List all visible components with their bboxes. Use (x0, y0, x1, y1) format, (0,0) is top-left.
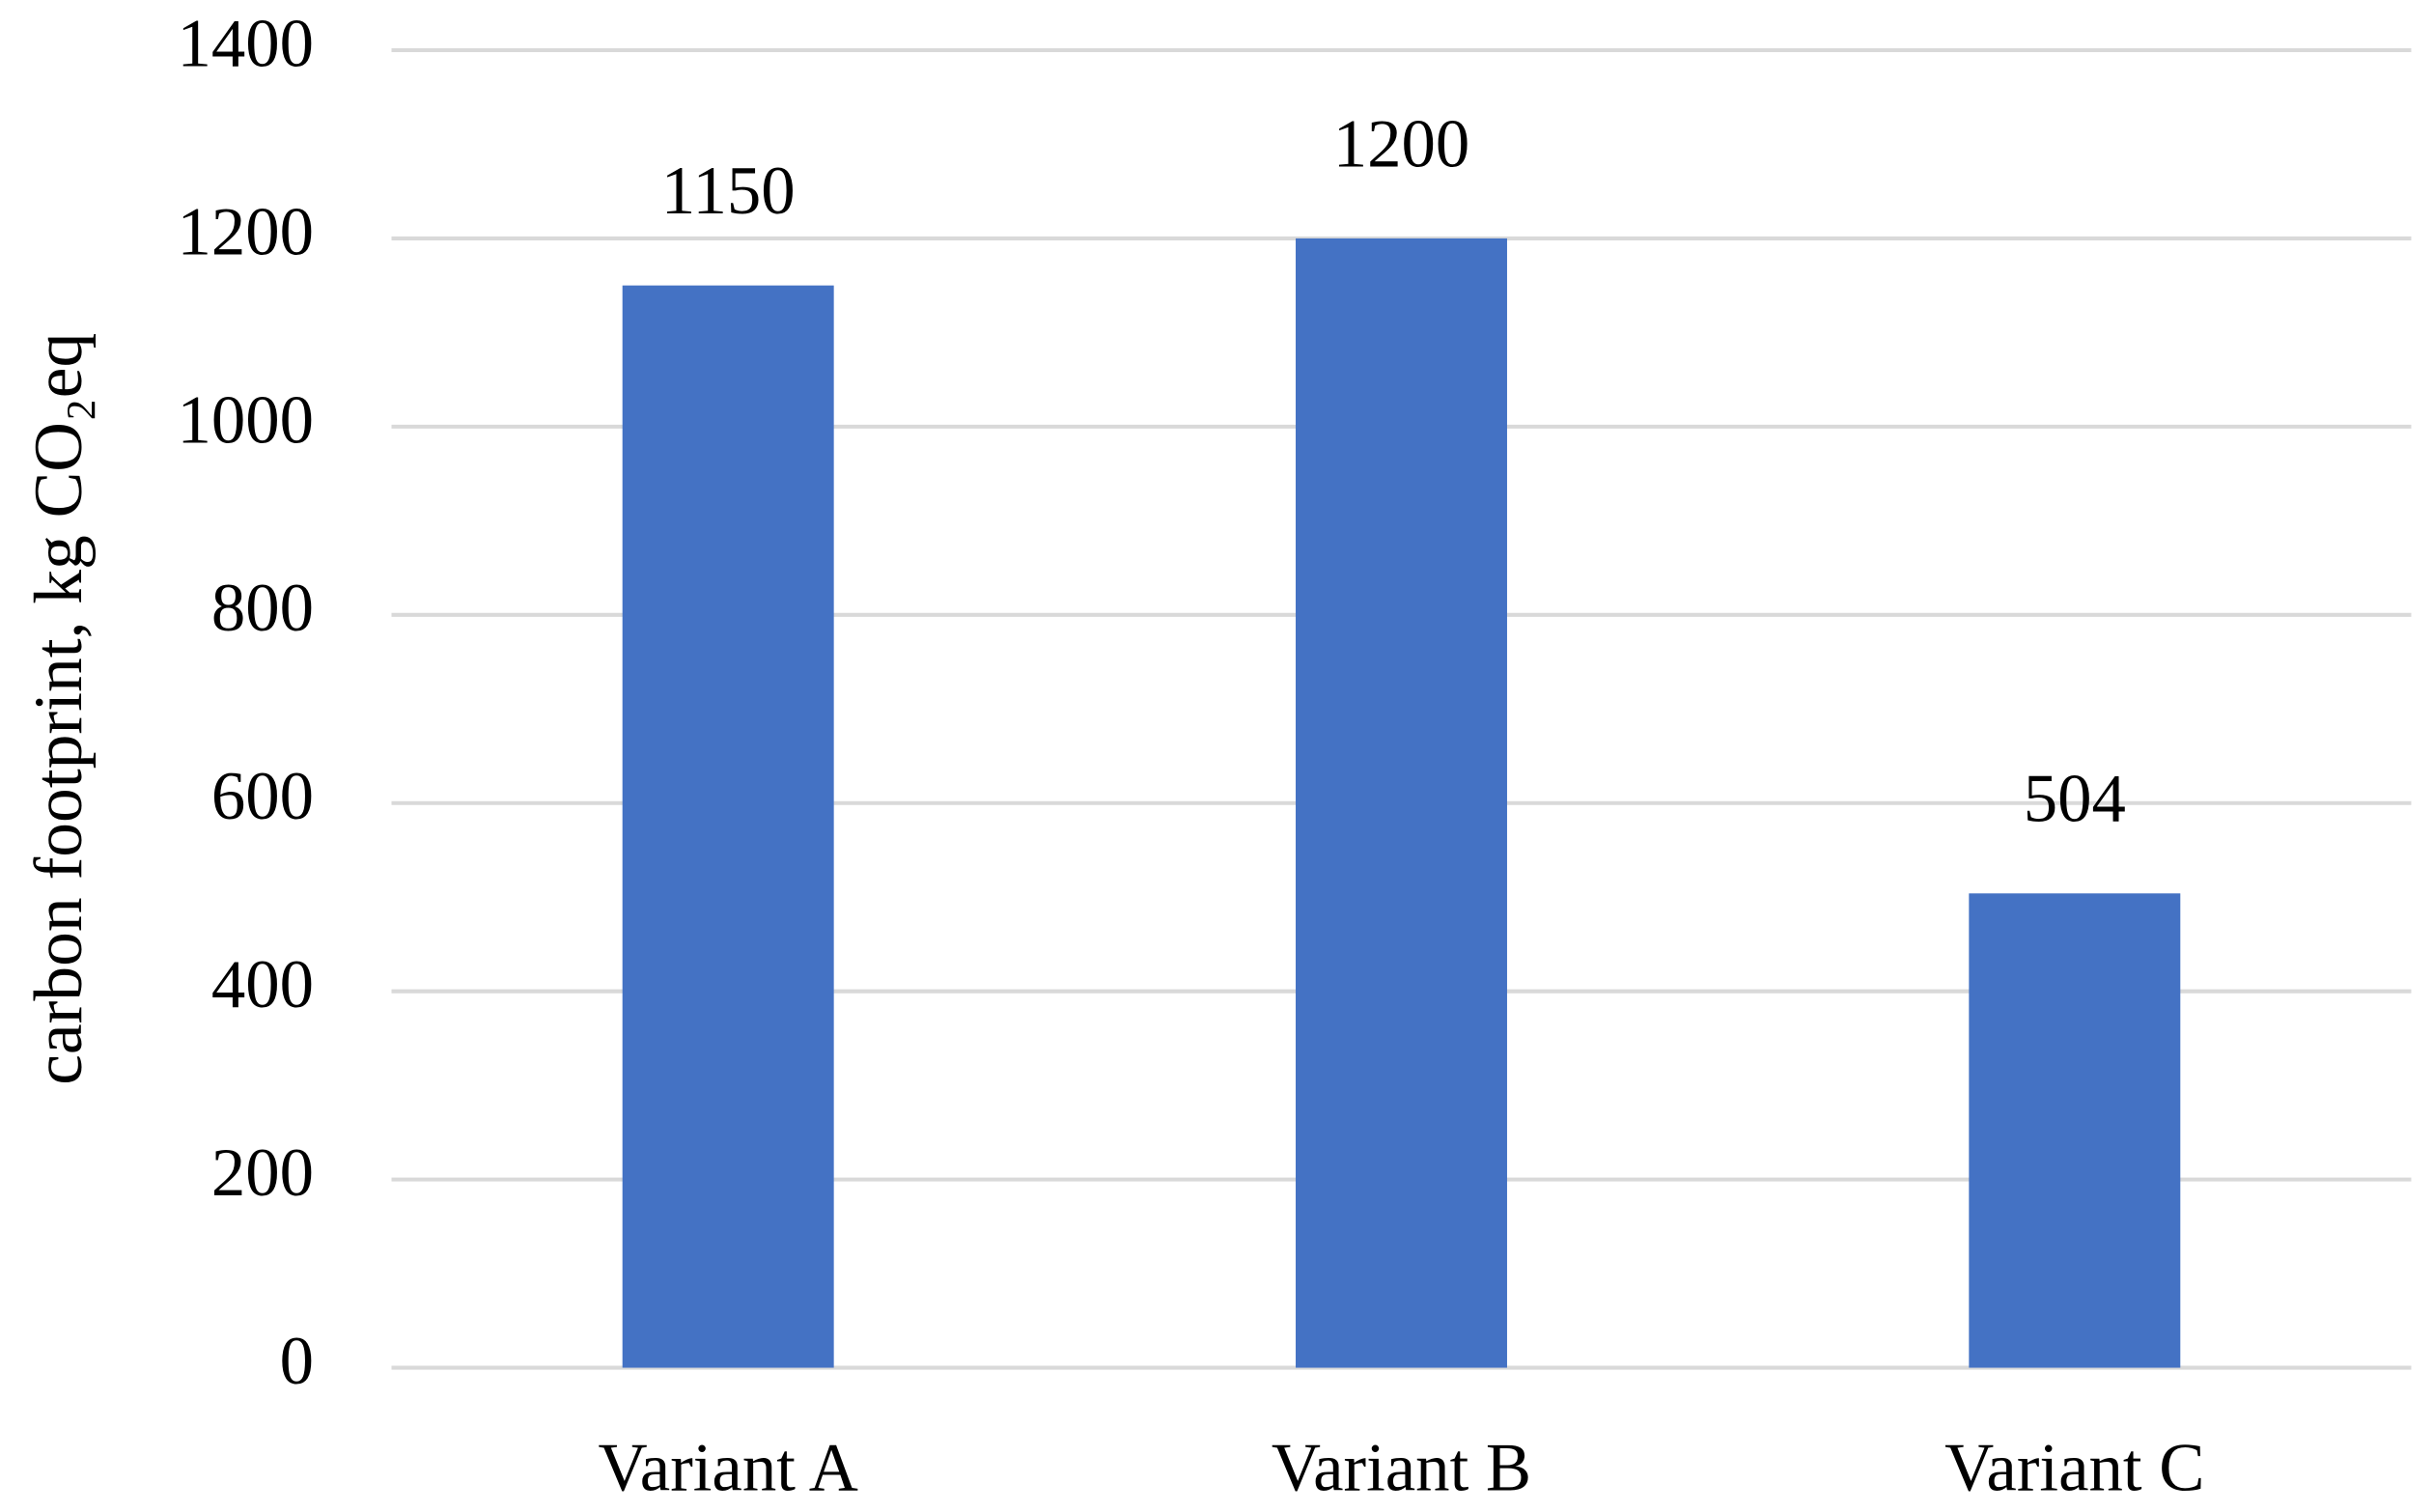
y-tick-label: 1200 (177, 194, 314, 269)
y-tick-label: 400 (211, 947, 314, 1022)
x-tick-label: Variant A (599, 1430, 858, 1505)
y-axis-label: carbon footprint, kg CO₂eq (21, 333, 97, 1085)
y-tick-label: 1400 (177, 6, 314, 81)
bar (1969, 893, 2181, 1368)
y-tick-label: 600 (211, 759, 314, 834)
bar (1296, 238, 1507, 1368)
bar (622, 285, 834, 1368)
y-tick-label: 1000 (177, 382, 314, 458)
y-tick-label: 200 (211, 1135, 314, 1211)
data-label: 1200 (1333, 106, 1470, 182)
data-label: 1150 (661, 154, 796, 229)
y-tick-label: 0 (280, 1324, 314, 1399)
y-tick-label: 800 (211, 571, 314, 646)
x-tick-label: Variant B (1272, 1430, 1531, 1505)
x-tick-label: Variant C (1944, 1430, 2204, 1505)
data-label: 504 (2024, 761, 2126, 836)
